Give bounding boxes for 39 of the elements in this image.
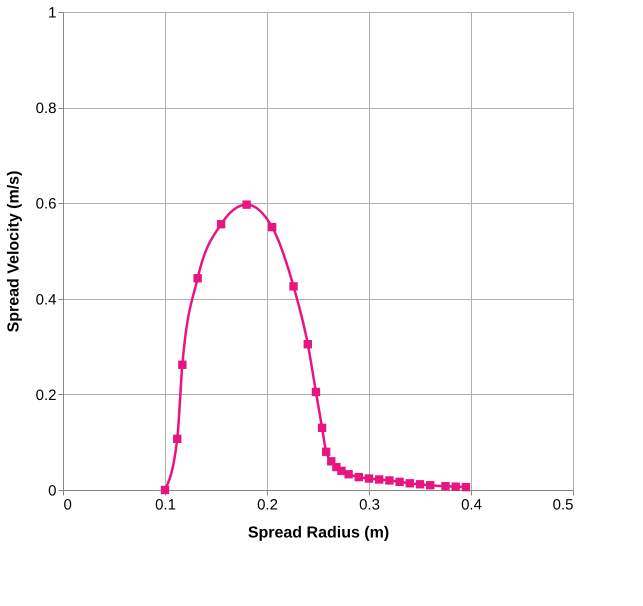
y-tick-label: 0.8	[36, 100, 56, 118]
point	[173, 434, 182, 444]
point	[354, 472, 363, 482]
point	[395, 478, 404, 486]
y-tick-label: 0.6	[36, 196, 56, 213]
point	[242, 200, 251, 209]
x-tick-label: 0.5	[552, 496, 574, 514]
x-axis-title: Spread Radius (m)	[248, 524, 390, 542]
x-tick-label: 0.2	[257, 496, 278, 514]
y-tick-label: 0.4	[36, 291, 56, 308]
x-tick-label: 0	[64, 496, 72, 514]
point	[375, 475, 384, 484]
y-axis-title: Spread Velocity (m/s)	[6, 170, 23, 332]
point	[178, 360, 187, 369]
point	[318, 424, 326, 432]
point	[216, 220, 226, 228]
x-tick-label: 0.1	[155, 496, 176, 514]
point	[337, 466, 346, 476]
y-tick-label: 1	[48, 4, 56, 22]
point	[304, 340, 312, 348]
point	[160, 486, 170, 494]
y-tick-label: 0	[48, 482, 56, 500]
point	[416, 480, 424, 488]
point	[385, 476, 394, 485]
point	[193, 274, 202, 282]
x-tick-label: 0.4	[461, 496, 482, 514]
y-tick-label: 0.2	[36, 386, 56, 404]
point	[426, 481, 434, 490]
point	[364, 474, 374, 483]
point	[441, 482, 450, 490]
point	[268, 222, 276, 232]
point	[462, 482, 470, 492]
point	[322, 448, 330, 456]
point	[406, 479, 414, 488]
point	[312, 388, 320, 396]
x-tick-label: 0.3	[359, 496, 380, 514]
point	[289, 282, 298, 291]
point	[452, 482, 460, 491]
point	[344, 470, 353, 478]
